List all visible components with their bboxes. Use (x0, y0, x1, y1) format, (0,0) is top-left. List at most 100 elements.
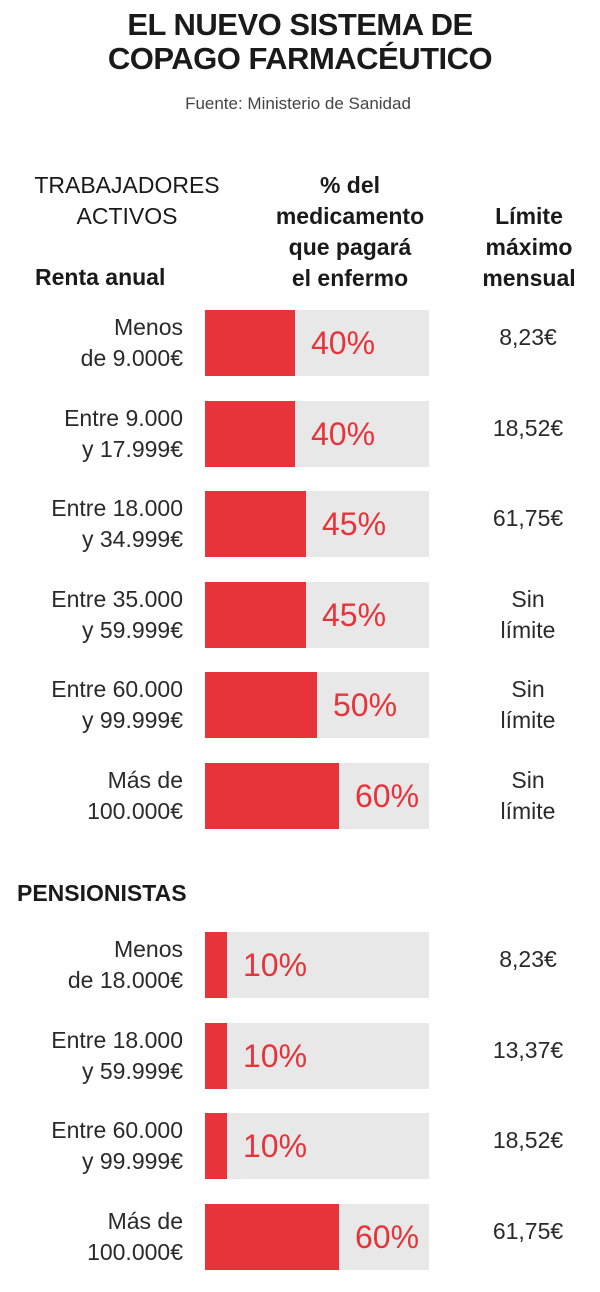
income-bracket-label: Entre 18.000 y 59.999€ (0, 1023, 183, 1089)
chart-row: Menos de 9.000€ 40% 8,23€ (0, 310, 600, 376)
value-label: 40% (311, 416, 376, 452)
group-heading-line: ACTIVOS (76, 203, 178, 229)
income-bracket-label-line: y 59.999€ (81, 1058, 183, 1084)
income-bracket-label: Menos de 18.000€ (0, 932, 183, 998)
monthly-limit-label-line: Sin (511, 676, 545, 702)
limit-header-line: Límite (495, 203, 563, 229)
income-bracket-label-line: Entre 35.000 (51, 586, 183, 612)
monthly-limit-label-line: Sin (511, 767, 545, 793)
chart-row: Más de 100.000€ 60% 61,75€ (0, 1204, 600, 1270)
bar (205, 401, 295, 467)
income-bracket-label-line: 100.000€ (87, 798, 183, 824)
monthly-limit-label-line: 8,23€ (499, 324, 557, 350)
income-bracket-label: Entre 60.000 y 99.999€ (0, 1113, 183, 1179)
monthly-limit-label-line: Sin (511, 586, 545, 612)
bar (205, 582, 306, 648)
chart-row: Entre 60.000 y 99.999€ 10% 18,52€ (0, 1113, 600, 1179)
income-bracket-label-line: Menos (113, 314, 183, 340)
bar-track: 10% (205, 932, 429, 998)
income-bracket-label-line: de 18.000€ (67, 967, 183, 993)
monthly-limit-label: 18,52€ (464, 1113, 592, 1179)
percentage-header-line: medicamento (275, 203, 425, 229)
income-bracket-label-line: 100.000€ (87, 1239, 183, 1265)
page-title: EL NUEVO SISTEMA DE COPAGO FARMACÉUTICO (0, 8, 600, 76)
bar (205, 310, 295, 376)
income-bracket-label: Entre 9.000 y 17.999€ (0, 401, 183, 467)
income-bracket-label: Entre 18.000 y 34.999€ (0, 491, 183, 557)
bar (205, 672, 317, 738)
monthly-limit-label: 61,75€ (464, 491, 592, 557)
chart-row: Entre 9.000 y 17.999€ 40% 18,52€ (0, 401, 600, 467)
monthly-limit-label-line: límite (500, 707, 556, 733)
monthly-limit-label-line: límite (500, 617, 556, 643)
income-bracket-label-line: Más de (107, 1208, 183, 1234)
value-label: 50% (333, 687, 398, 723)
monthly-limit-label-line: 61,75€ (492, 1218, 564, 1244)
monthly-limit-label-line: 18,52€ (492, 1127, 564, 1153)
bar-track: 10% (205, 1023, 429, 1089)
income-bracket-label: Entre 35.000 y 59.999€ (0, 582, 183, 648)
bar (205, 763, 339, 829)
income-bracket-label-line: Entre 18.000 (51, 1027, 183, 1053)
monthly-limit-label: Sin límite (464, 672, 592, 738)
income-bracket-label-line: Menos (113, 936, 183, 962)
monthly-limit-label-line: 61,75€ (492, 505, 564, 531)
income-bracket-label: Más de 100.000€ (0, 763, 183, 829)
income-bracket-label-line: de 9.000€ (80, 345, 183, 371)
monthly-limit-label-line: 18,52€ (492, 415, 564, 441)
monthly-limit-label-line: 8,23€ (499, 946, 557, 972)
bar-track: 40% (205, 310, 429, 376)
bar-track: 50% (205, 672, 429, 738)
value-label: 10% (243, 1128, 308, 1164)
bar-track: 10% (205, 1113, 429, 1179)
bar-track: 45% (205, 491, 429, 557)
value-label: 40% (311, 325, 376, 361)
monthly-limit-label-line: 13,37€ (492, 1037, 564, 1063)
income-bracket-label: Más de 100.000€ (0, 1204, 183, 1270)
monthly-limit-label: 8,23€ (464, 932, 592, 998)
income-bracket-label-line: Entre 9.000 (64, 405, 183, 431)
income-bracket-label: Menos de 9.000€ (0, 310, 183, 376)
income-bracket-label-line: Entre 60.000 (51, 676, 183, 702)
income-bracket-label-line: Entre 18.000 (51, 495, 183, 521)
monthly-limit-label: 61,75€ (464, 1204, 592, 1270)
chart-row: Más de 100.000€ 60% Sin límite (0, 763, 600, 829)
chart-row: Entre 60.000 y 99.999€ 50% Sin límite (0, 672, 600, 738)
monthly-limit-label: 18,52€ (464, 401, 592, 467)
monthly-limit-label: Sin límite (464, 763, 592, 829)
value-label: 10% (243, 947, 308, 983)
bar (205, 491, 306, 557)
income-bracket-label: Entre 60.000 y 99.999€ (0, 672, 183, 738)
income-bracket-label-line: y 17.999€ (81, 436, 183, 462)
bar (205, 1023, 227, 1089)
bar (205, 1113, 227, 1179)
percentage-header-line: % del (319, 172, 381, 198)
income-bracket-label-line: Más de (107, 767, 183, 793)
limit-header-line: mensual (482, 265, 576, 291)
value-label: 60% (355, 1219, 420, 1255)
source-note: Fuente: Ministerio de Sanidad (185, 94, 411, 113)
group-heading-line: TRABAJADORES (34, 172, 220, 198)
percentage-header-line: que pagará (288, 234, 412, 260)
monthly-limit-label: Sin límite (464, 582, 592, 648)
income-bracket-label-line: y 34.999€ (81, 526, 183, 552)
monthly-limit-label: 8,23€ (464, 310, 592, 376)
chart-row: Entre 35.000 y 59.999€ 45% Sin límite (0, 582, 600, 648)
value-label: 45% (322, 597, 387, 633)
percentage-column-header: % del medicamento que pagará el enfermo (255, 170, 445, 294)
bar-track: 60% (205, 763, 429, 829)
bar-track: 40% (205, 401, 429, 467)
value-label: 60% (355, 778, 420, 814)
limit-column-header: Límite máximo mensual (465, 201, 593, 294)
bar-track: 60% (205, 1204, 429, 1270)
group-heading-workers: TRABAJADORES ACTIVOS (17, 170, 237, 232)
bar (205, 1204, 339, 1270)
group-heading-pensioners: PENSIONISTAS (17, 880, 187, 906)
value-label: 10% (243, 1038, 308, 1074)
limit-header-line: máximo (485, 234, 573, 260)
income-column-header: Renta anual (35, 264, 166, 290)
bar (205, 932, 227, 998)
monthly-limit-label-line: límite (500, 798, 556, 824)
chart-row: Entre 18.000 y 34.999€ 45% 61,75€ (0, 491, 600, 557)
income-bracket-label-line: y 99.999€ (81, 1148, 183, 1174)
